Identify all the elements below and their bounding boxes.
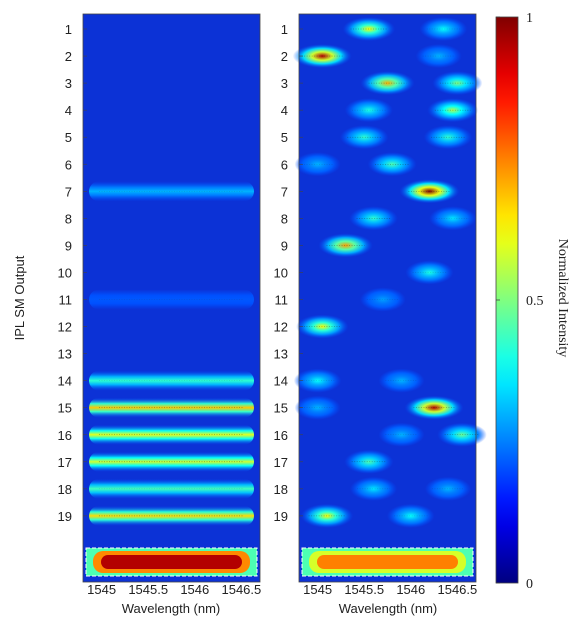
left-y-tick-label: 19 (58, 509, 72, 524)
left-heatmap-band (89, 289, 254, 310)
right-heatmap-peak (423, 125, 473, 150)
left-y-tick-label: 6 (65, 157, 72, 172)
left-y-tick-label: 5 (65, 130, 72, 145)
left-y-tick-label: 4 (65, 103, 72, 118)
left-y-tick-label: 8 (65, 211, 72, 226)
colorbar-label: Normalized Intensity (555, 239, 570, 358)
right-y-tick-label: 5 (281, 130, 288, 145)
right-x-tick-label: 1546 (396, 582, 425, 597)
right-heatmap-peak (294, 395, 341, 420)
left-y-tick-label: 10 (58, 265, 72, 280)
right-y-tick-label: 6 (281, 157, 288, 172)
left-x-axis-label: Wavelength (nm) (122, 601, 221, 616)
right-y-tick-label: 16 (274, 428, 288, 443)
left-x-tick-label: 1545.5 (128, 582, 168, 597)
y-axis-label: IPL SM Output (12, 255, 27, 340)
right-y-tick-label: 13 (274, 347, 288, 362)
left-reference-band-outline (85, 547, 258, 577)
right-y-tick-label: 1 (281, 22, 288, 37)
left-y-tick-label: 9 (65, 238, 72, 253)
colorbar: 0 0.5 1 Normalized Intensity (495, 11, 570, 592)
right-heatmap-peak (429, 206, 477, 231)
left-y-tick-label: 14 (58, 374, 72, 389)
right-heatmap-peak (360, 287, 406, 312)
right-heatmap-peak (318, 233, 373, 258)
right-x-tick-label: 1545.5 (344, 582, 384, 597)
right-heatmap-peak (367, 152, 417, 177)
left-heatmap-band (89, 478, 254, 499)
left-y-tick-label: 7 (65, 184, 72, 199)
right-heatmap-peak (378, 422, 425, 447)
right-reference-band-outline (301, 547, 474, 577)
right-heatmap-peak (350, 476, 398, 501)
left-heatmap-frame (82, 13, 261, 583)
left-y-tick-label: 3 (65, 76, 72, 91)
right-y-tick-label: 3 (281, 76, 288, 91)
right-y-tick-label: 4 (281, 103, 288, 118)
right-y-tick-label: 15 (274, 401, 288, 416)
right-heatmap-peak (294, 152, 341, 177)
right-heatmap-peak (293, 368, 342, 393)
left-y-tick-label: 18 (58, 482, 72, 497)
right-heatmap-peak (340, 125, 389, 150)
left-y-tick-label: 1 (65, 22, 72, 37)
right-y-tick-label: 10 (274, 265, 288, 280)
left-y-tick-label: 17 (58, 455, 72, 470)
left-x-tick-label: 1545 (87, 582, 116, 597)
right-heatmap-peak (349, 206, 398, 231)
right-x-axis-label: Wavelength (nm) (339, 601, 438, 616)
right-y-tick-label: 9 (281, 238, 288, 253)
right-heatmap-peak (437, 422, 487, 447)
right-y-tick-label: 18 (274, 482, 288, 497)
left-y-tick-label: 16 (58, 428, 72, 443)
right-y-tick-label: 14 (274, 374, 288, 389)
left-x-tick-label: 1546.5 (221, 582, 261, 597)
right-y-tick-label: 12 (274, 320, 288, 335)
right-heatmap-peak (386, 503, 435, 528)
right-heatmap-peak (378, 368, 425, 393)
right-heatmap-peak (425, 476, 472, 501)
right-heatmap-peak (344, 98, 393, 123)
colorbar-tick-label: 0.5 (526, 294, 544, 309)
colorbar-tick-label: 1 (526, 11, 533, 26)
right-heatmap-peak (419, 17, 468, 41)
right-heatmap-peak (344, 449, 394, 474)
right-x-tick-label: 1546.5 (437, 582, 477, 597)
left-y-tick-label: 2 (65, 49, 72, 64)
left-reference-band-core (101, 555, 242, 569)
right-y-tick-label: 11 (275, 293, 289, 308)
left-x-tick-label: 1546 (180, 582, 209, 597)
right-heatmap-peak (415, 44, 462, 69)
colorbar-tick-label: 0 (526, 577, 533, 592)
right-heatmap-peak (405, 260, 454, 285)
left-y-tick-label: 12 (58, 320, 72, 335)
right-y-tick-label: 8 (281, 211, 288, 226)
left-y-tick-label: 11 (59, 293, 73, 308)
right-reference-band-core (317, 555, 458, 569)
right-heatmap-peak (360, 71, 415, 96)
right-y-tick-label: 2 (281, 49, 288, 64)
right-heatmap-frame (298, 13, 477, 583)
right-x-tick-label: 1545 (303, 582, 332, 597)
left-y-tick-label: 15 (58, 401, 72, 416)
right-y-tick-label: 7 (281, 184, 288, 199)
right-y-tick-label: 17 (274, 455, 288, 470)
right-y-tick-label: 19 (274, 509, 288, 524)
left-heatmap-band (89, 181, 254, 202)
left-heatmap-band (89, 370, 254, 391)
left-y-tick-label: 13 (58, 347, 72, 362)
